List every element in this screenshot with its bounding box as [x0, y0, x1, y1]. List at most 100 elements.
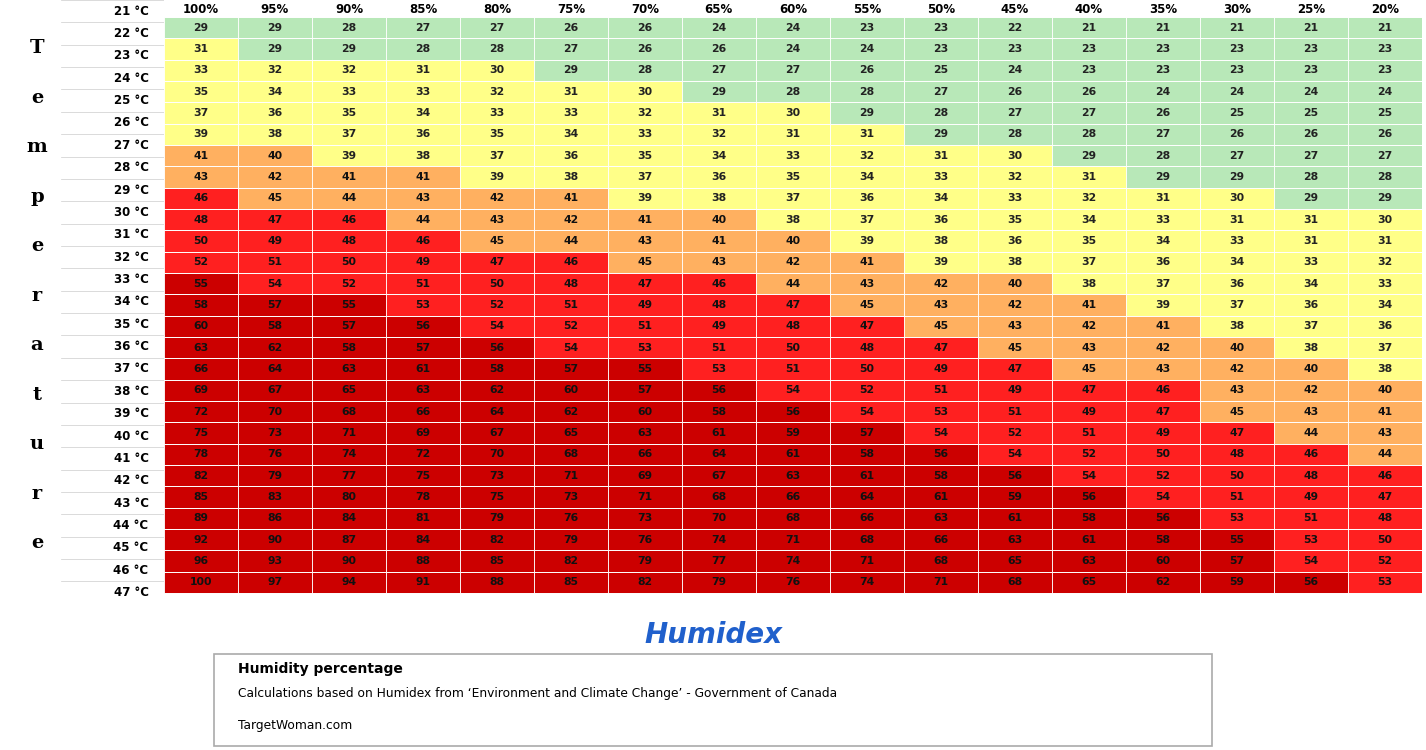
Bar: [978, 17, 1052, 38]
Bar: [312, 550, 386, 572]
Bar: [1348, 188, 1422, 209]
Text: 76: 76: [267, 449, 282, 460]
Bar: [607, 145, 682, 166]
Text: 48: 48: [1378, 514, 1392, 523]
Text: 42: 42: [1303, 386, 1319, 395]
Bar: [1052, 166, 1125, 188]
Bar: [904, 209, 978, 230]
Text: 27: 27: [1378, 151, 1392, 160]
Text: 54: 54: [860, 406, 874, 417]
Text: 60%: 60%: [779, 3, 807, 16]
Bar: [533, 422, 607, 444]
Text: 75: 75: [194, 428, 208, 438]
Bar: [1052, 103, 1125, 124]
Bar: [1199, 444, 1273, 465]
Bar: [1125, 316, 1199, 337]
Bar: [312, 209, 386, 230]
Bar: [1125, 572, 1199, 593]
Text: 56: 56: [1007, 471, 1022, 481]
Text: 73: 73: [267, 428, 282, 438]
Text: 31: 31: [1081, 172, 1097, 182]
Text: 23: 23: [1229, 65, 1245, 76]
Bar: [1199, 124, 1273, 145]
Text: 41: 41: [415, 172, 431, 182]
Text: 30: 30: [786, 108, 800, 118]
Bar: [1273, 337, 1348, 358]
Text: 31: 31: [194, 44, 208, 54]
Bar: [461, 358, 533, 380]
Bar: [756, 572, 830, 593]
Text: 58: 58: [489, 364, 505, 374]
Text: 42: 42: [1007, 300, 1022, 310]
Text: 31: 31: [1155, 194, 1171, 203]
Text: 49: 49: [933, 364, 948, 374]
Bar: [1125, 444, 1199, 465]
Text: 47: 47: [267, 214, 282, 225]
Text: 32: 32: [712, 130, 726, 140]
Bar: [682, 81, 756, 103]
Bar: [1348, 487, 1422, 508]
Text: 28 °C: 28 °C: [114, 161, 148, 174]
Text: 37: 37: [1378, 343, 1392, 352]
Bar: [164, 358, 238, 380]
Bar: [533, 252, 607, 273]
Bar: [607, 380, 682, 401]
Bar: [1348, 465, 1422, 487]
Bar: [904, 103, 978, 124]
Bar: [904, 124, 978, 145]
Bar: [682, 273, 756, 295]
Text: 47: 47: [637, 279, 653, 289]
Bar: [312, 145, 386, 166]
Text: 24: 24: [712, 22, 726, 33]
Text: 56: 56: [415, 322, 431, 332]
Bar: [978, 529, 1052, 550]
Bar: [682, 358, 756, 380]
Text: 27 °C: 27 °C: [114, 139, 148, 152]
Text: 60: 60: [637, 406, 653, 417]
Bar: [904, 188, 978, 209]
Bar: [682, 487, 756, 508]
Bar: [830, 550, 904, 572]
Text: 66: 66: [415, 406, 431, 417]
Bar: [164, 316, 238, 337]
Bar: [461, 529, 533, 550]
Bar: [312, 38, 386, 60]
Bar: [238, 572, 312, 593]
Text: 45: 45: [637, 257, 653, 268]
Text: 48: 48: [341, 236, 356, 246]
Text: 57: 57: [563, 364, 579, 374]
Text: 23: 23: [1229, 44, 1245, 54]
Bar: [1273, 380, 1348, 401]
Bar: [533, 550, 607, 572]
Text: 64: 64: [489, 406, 505, 417]
Bar: [533, 38, 607, 60]
Bar: [607, 273, 682, 295]
Bar: [461, 380, 533, 401]
Text: 79: 79: [637, 556, 653, 566]
Text: 25: 25: [933, 65, 948, 76]
Text: 51: 51: [1303, 514, 1318, 523]
Bar: [238, 316, 312, 337]
Text: 63: 63: [341, 364, 356, 374]
Bar: [461, 38, 533, 60]
Bar: [164, 124, 238, 145]
Text: 56: 56: [933, 449, 948, 460]
Text: 23: 23: [1155, 44, 1171, 54]
Bar: [756, 17, 830, 38]
Bar: [607, 188, 682, 209]
Text: 42 °C: 42 °C: [114, 474, 148, 488]
Bar: [978, 358, 1052, 380]
Text: 50: 50: [489, 279, 505, 289]
Text: 20%: 20%: [1370, 3, 1399, 16]
Bar: [978, 295, 1052, 316]
Text: 43: 43: [712, 257, 726, 268]
Bar: [830, 358, 904, 380]
Text: 53: 53: [1303, 535, 1318, 544]
Bar: [1199, 81, 1273, 103]
Text: 63: 63: [415, 386, 431, 395]
Bar: [1273, 487, 1348, 508]
Bar: [830, 145, 904, 166]
Bar: [756, 529, 830, 550]
Text: 91: 91: [415, 578, 431, 587]
Text: 43: 43: [933, 300, 948, 310]
